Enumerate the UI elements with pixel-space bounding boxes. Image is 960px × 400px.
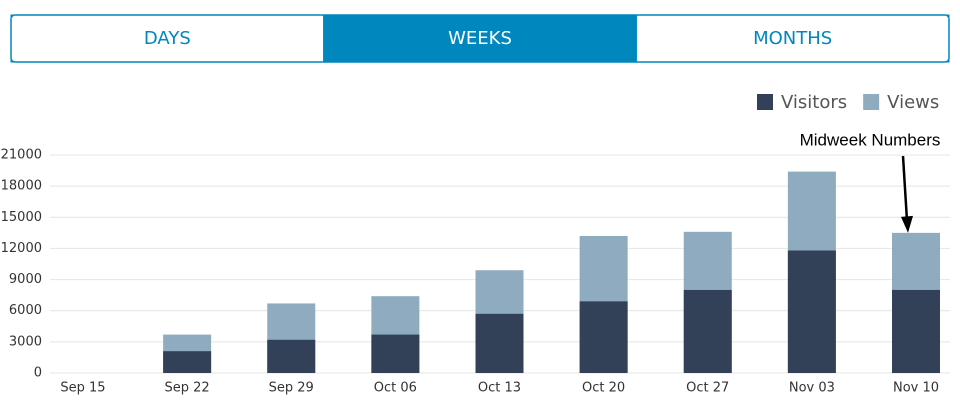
x-tick-label: Nov 03 xyxy=(789,381,835,396)
y-tick-label: 9000 xyxy=(9,272,42,287)
x-tick-label: Oct 13 xyxy=(478,381,521,396)
annotation-arrowhead xyxy=(901,215,913,233)
x-tick-label: Nov 10 xyxy=(893,381,939,396)
x-tick-label: Oct 20 xyxy=(582,381,625,396)
y-tick-label: 12000 xyxy=(1,241,42,256)
y-tick-label: 3000 xyxy=(9,334,42,349)
tab-label[interactable]: DAYS xyxy=(144,28,191,49)
bar xyxy=(579,301,628,373)
x-tick-label: Sep 29 xyxy=(269,381,314,396)
x-tick-label: Sep 22 xyxy=(165,381,210,396)
tab-label[interactable]: WEEKS xyxy=(448,28,512,49)
bar xyxy=(475,313,524,373)
bar xyxy=(163,351,212,373)
legend-label: Visitors xyxy=(781,92,847,113)
x-tick-label: Oct 27 xyxy=(686,381,729,396)
bar xyxy=(892,289,940,373)
legend-label: Views xyxy=(887,92,939,113)
tab-label[interactable]: MONTHS xyxy=(753,28,832,49)
y-tick-label: 0 xyxy=(34,366,42,381)
bar xyxy=(371,334,420,373)
tab[interactable] xyxy=(635,14,950,63)
x-tick-label: Sep 15 xyxy=(60,381,105,396)
legend-swatch xyxy=(863,94,880,110)
y-tick-label: 15000 xyxy=(1,210,42,225)
annotation-arrow xyxy=(901,155,909,221)
legend-swatch xyxy=(757,94,773,110)
tab[interactable] xyxy=(323,14,637,63)
bar xyxy=(267,339,316,373)
annotation: Midweek Numbers xyxy=(800,130,941,149)
y-tick-label: 21000 xyxy=(1,148,42,163)
bar xyxy=(683,289,732,373)
bar xyxy=(787,250,836,373)
y-tick-label: 18000 xyxy=(1,179,42,194)
x-tick-label: Oct 06 xyxy=(374,381,417,396)
y-tick-label: 6000 xyxy=(9,303,42,318)
